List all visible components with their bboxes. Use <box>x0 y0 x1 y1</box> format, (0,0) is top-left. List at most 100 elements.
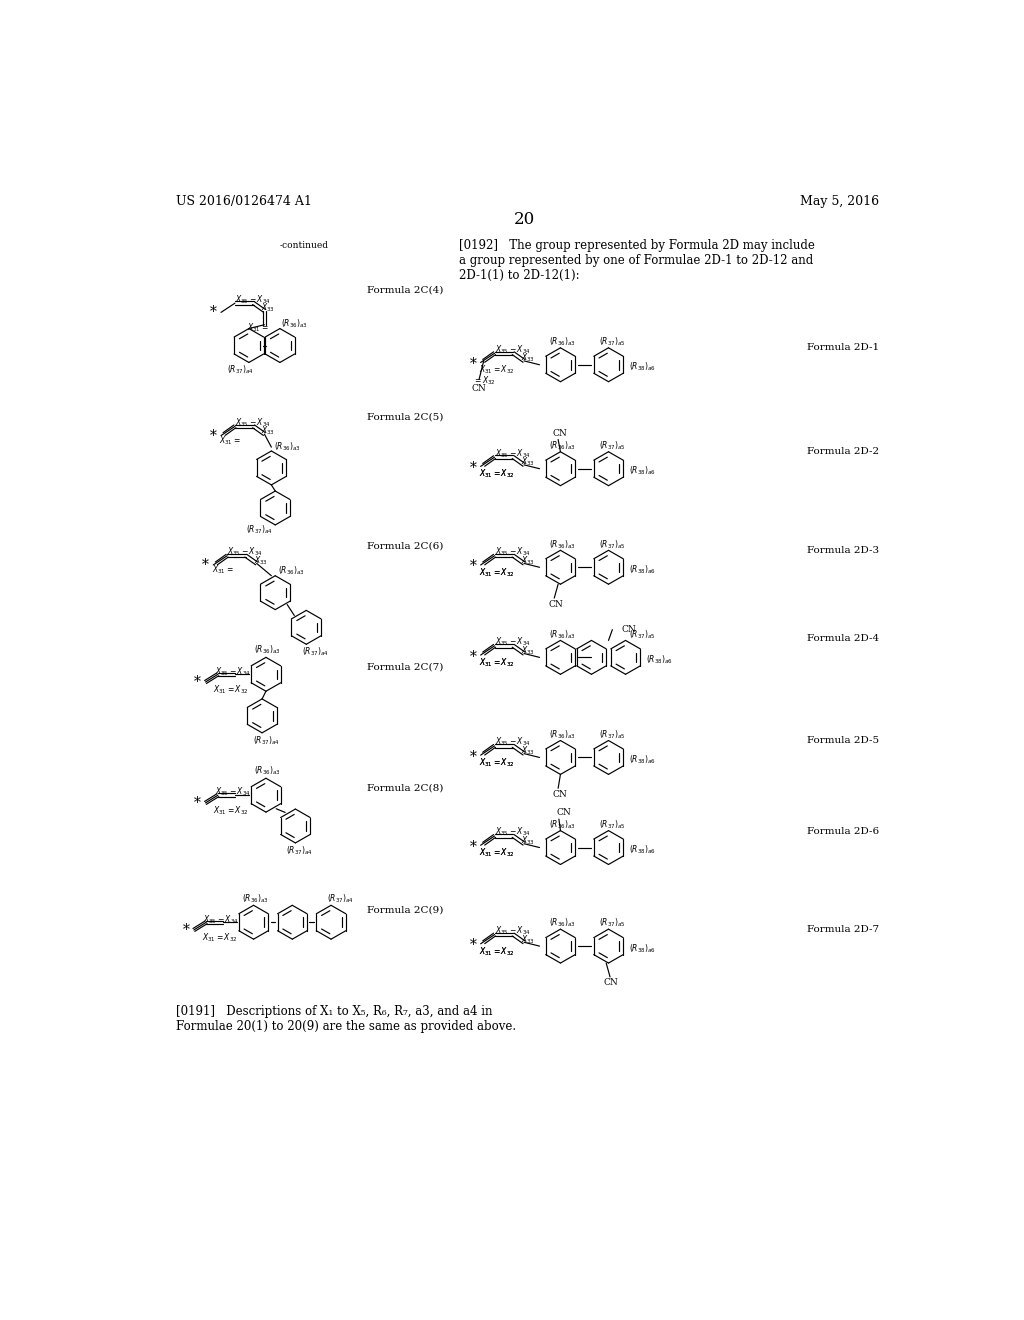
Text: $X_{31}=X_{32}$: $X_{31}=X_{32}$ <box>479 847 514 859</box>
Text: $(R_{36})_{a3}$: $(R_{36})_{a3}$ <box>549 440 575 451</box>
Text: *: * <box>195 675 201 689</box>
Text: $(R_{37})_{a4}$: $(R_{37})_{a4}$ <box>246 524 272 536</box>
Text: $X_{33}$: $X_{33}$ <box>521 351 535 364</box>
Text: $X_{35}-X_{34}$: $X_{35}-X_{34}$ <box>215 665 251 677</box>
Text: $X_{33}$: $X_{33}$ <box>521 644 535 657</box>
Text: Formula 2D-7: Formula 2D-7 <box>807 925 879 935</box>
Text: $X_{35}-X_{34}$: $X_{35}-X_{34}$ <box>227 545 263 558</box>
Text: $(R_{36})_{a3}$: $(R_{36})_{a3}$ <box>549 818 575 830</box>
Text: $(R_{38})_{a6}$: $(R_{38})_{a6}$ <box>629 843 655 857</box>
Text: $(R_{37})_{a5}$: $(R_{37})_{a5}$ <box>629 628 655 640</box>
Text: $(R_{36})_{a3}$: $(R_{36})_{a3}$ <box>279 565 305 577</box>
Text: Formula 2C(7): Formula 2C(7) <box>367 663 443 672</box>
Text: $X_{33}$: $X_{33}$ <box>521 744 535 756</box>
Text: $X_{31}=X_{32}$: $X_{31}=X_{32}$ <box>479 847 514 859</box>
Text: $X_{35}-X_{34}$: $X_{35}-X_{34}$ <box>495 447 530 459</box>
Text: *: * <box>469 461 476 475</box>
Text: $X_{31}=X_{32}$: $X_{31}=X_{32}$ <box>479 566 514 579</box>
Text: $X_{33}$: $X_{33}$ <box>254 554 267 566</box>
Text: Formula 2C(5): Formula 2C(5) <box>367 412 443 421</box>
Text: -continued: -continued <box>280 240 329 249</box>
Text: $X_{31}=$: $X_{31}=$ <box>248 322 269 334</box>
Text: $(R_{36})_{a3}$: $(R_{36})_{a3}$ <box>549 335 575 348</box>
Text: $(R_{37})_{a5}$: $(R_{37})_{a5}$ <box>599 917 626 929</box>
Text: CN: CN <box>553 429 567 438</box>
Text: $(R_{37})_{a4}$: $(R_{37})_{a4}$ <box>302 645 329 659</box>
Text: $(R_{38})_{a6}$: $(R_{38})_{a6}$ <box>629 360 655 374</box>
Text: $(R_{37})_{a4}$: $(R_{37})_{a4}$ <box>286 845 312 857</box>
Text: [0191]   Descriptions of X₁ to X₅, R₆, R₇, a3, and a4 in
Formulae 20(1) to 20(9): [0191] Descriptions of X₁ to X₅, R₆, R₇,… <box>176 1006 516 1034</box>
Text: $(R_{38})_{a6}$: $(R_{38})_{a6}$ <box>629 564 655 576</box>
Text: CN: CN <box>548 599 563 609</box>
Text: $(R_{36})_{a3}$: $(R_{36})_{a3}$ <box>549 917 575 929</box>
Text: $(R_{36})_{a3}$: $(R_{36})_{a3}$ <box>549 628 575 640</box>
Text: *: * <box>182 923 189 937</box>
Text: $(R_{37})_{a5}$: $(R_{37})_{a5}$ <box>599 335 626 348</box>
Text: $X_{35}-X_{34}$: $X_{35}-X_{34}$ <box>234 416 270 429</box>
Text: 20: 20 <box>514 211 536 228</box>
Text: $X_{31}=X_{32}$: $X_{31}=X_{32}$ <box>202 932 238 944</box>
Text: $(R_{38})_{a6}$: $(R_{38})_{a6}$ <box>629 942 655 954</box>
Text: Formula 2D-4: Formula 2D-4 <box>807 635 879 643</box>
Text: $X_{35}-X_{34}$: $X_{35}-X_{34}$ <box>495 737 530 748</box>
Text: CN: CN <box>622 626 637 634</box>
Text: $X_{33}$: $X_{33}$ <box>521 554 535 566</box>
Text: *: * <box>469 649 476 664</box>
Text: $X_{31}=X_{32}$: $X_{31}=X_{32}$ <box>479 945 514 958</box>
Text: CN: CN <box>471 384 486 393</box>
Text: Formula 2C(9): Formula 2C(9) <box>367 906 443 915</box>
Text: $X_{35}-X_{34}$: $X_{35}-X_{34}$ <box>234 293 270 306</box>
Text: US 2016/0126474 A1: US 2016/0126474 A1 <box>176 195 312 209</box>
Text: $X_{33}$: $X_{33}$ <box>521 834 535 847</box>
Text: Formula 2D-6: Formula 2D-6 <box>807 826 879 836</box>
Text: $(R_{38})_{a6}$: $(R_{38})_{a6}$ <box>629 465 655 478</box>
Text: $X_{33}$: $X_{33}$ <box>261 425 275 437</box>
Text: $X_{35}-X_{34}$: $X_{35}-X_{34}$ <box>203 913 239 925</box>
Text: $(R_{36})_{a3}$: $(R_{36})_{a3}$ <box>242 892 268 906</box>
Text: $(R_{38})_{a6}$: $(R_{38})_{a6}$ <box>646 653 673 667</box>
Text: $X_{35}-X_{34}$: $X_{35}-X_{34}$ <box>215 785 251 799</box>
Text: *: * <box>469 750 476 764</box>
Text: $X_{31}=X_{32}$: $X_{31}=X_{32}$ <box>479 566 514 579</box>
Text: $(R_{37})_{a5}$: $(R_{37})_{a5}$ <box>599 729 626 741</box>
Text: Formula 2C(4): Formula 2C(4) <box>367 285 443 294</box>
Text: $(R_{37})_{a4}$: $(R_{37})_{a4}$ <box>253 734 280 747</box>
Text: *: * <box>469 939 476 952</box>
Text: $(R_{36})_{a3}$: $(R_{36})_{a3}$ <box>254 644 281 656</box>
Text: $X_{35}-X_{34}$: $X_{35}-X_{34}$ <box>495 636 530 648</box>
Text: $X_{33}$: $X_{33}$ <box>521 455 535 469</box>
Text: $X_{35}-X_{34}$: $X_{35}-X_{34}$ <box>495 924 530 937</box>
Text: $X_{31}=$: $X_{31}=$ <box>219 434 241 446</box>
Text: $X_{33}$: $X_{33}$ <box>521 933 535 945</box>
Text: $X_{31}=X_{32}$: $X_{31}=X_{32}$ <box>479 756 514 770</box>
Text: $(R_{36})_{a3}$: $(R_{36})_{a3}$ <box>254 764 281 777</box>
Text: $(R_{37})_{a5}$: $(R_{37})_{a5}$ <box>599 440 626 451</box>
Text: $(R_{38})_{a6}$: $(R_{38})_{a6}$ <box>629 754 655 766</box>
Text: $X_{35}-X_{34}$: $X_{35}-X_{34}$ <box>495 343 530 355</box>
Text: *: * <box>469 840 476 854</box>
Text: $X_{31}=X_{32}$: $X_{31}=X_{32}$ <box>479 656 514 669</box>
Text: CN: CN <box>604 978 618 987</box>
Text: Formula 2D-2: Formula 2D-2 <box>807 447 879 457</box>
Text: $X_{31}=X_{32}$: $X_{31}=X_{32}$ <box>213 804 249 817</box>
Text: Formula 2D-3: Formula 2D-3 <box>807 545 879 554</box>
Text: $(R_{37})_{a5}$: $(R_{37})_{a5}$ <box>599 818 626 830</box>
Text: [0192]   The group represented by Formula 2D may include
a group represented by : [0192] The group represented by Formula … <box>459 239 815 282</box>
Text: CN: CN <box>553 789 567 799</box>
Text: Formula 2D-1: Formula 2D-1 <box>807 343 879 352</box>
Text: *: * <box>210 305 217 319</box>
Text: May 5, 2016: May 5, 2016 <box>800 195 879 209</box>
Text: $=X_{32}$: $=X_{32}$ <box>473 375 496 387</box>
Text: $(R_{37})_{a4}$: $(R_{37})_{a4}$ <box>328 892 354 906</box>
Text: $X_{31}=X_{32}$: $X_{31}=X_{32}$ <box>479 469 514 480</box>
Text: $X_{35}-X_{34}$: $X_{35}-X_{34}$ <box>495 545 530 558</box>
Text: *: * <box>210 429 217 442</box>
Text: Formula 2C(8): Formula 2C(8) <box>367 784 443 792</box>
Text: *: * <box>195 796 201 810</box>
Text: CN: CN <box>557 808 571 817</box>
Text: $X_{31}=X_{32}$: $X_{31}=X_{32}$ <box>213 684 249 696</box>
Text: *: * <box>469 560 476 573</box>
Text: $X_{33}$: $X_{33}$ <box>261 302 275 314</box>
Text: $(R_{37})_{a5}$: $(R_{37})_{a5}$ <box>599 539 626 550</box>
Text: $X_{31}=X_{32}$: $X_{31}=X_{32}$ <box>479 656 514 669</box>
